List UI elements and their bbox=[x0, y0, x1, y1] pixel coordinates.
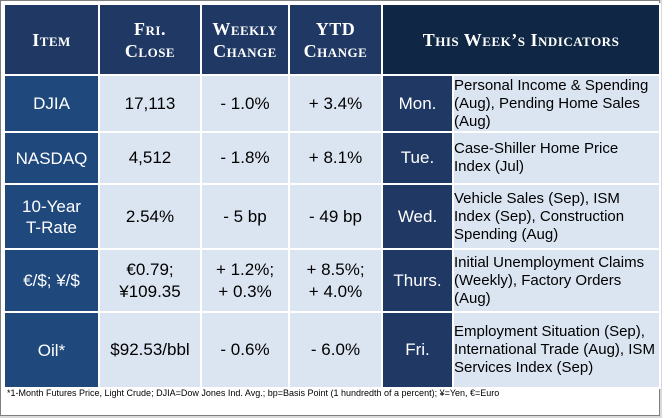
row-close: $92.53/bbl bbox=[98, 311, 202, 389]
row-close: 17,113 bbox=[98, 74, 202, 133]
row-item: €/$; ¥/$ bbox=[3, 248, 100, 313]
row-ytd: + 8.5%; + 4.0% bbox=[288, 248, 383, 313]
row-indicators: Vehicle Sales (Sep), ISM Index (Sep), Co… bbox=[451, 183, 662, 250]
row-weekly: - 0.6% bbox=[200, 311, 290, 389]
row-weekly: - 5 bp bbox=[200, 183, 290, 250]
header-ytd-change: YTD Change bbox=[288, 3, 383, 76]
row-close: 4,512 bbox=[98, 131, 202, 185]
header-indicators: This Week’s Indicators bbox=[380, 3, 662, 76]
row-weekly: - 1.8% bbox=[200, 131, 290, 185]
footnote: *1-Month Futures Price, Light Crude; DJI… bbox=[7, 388, 500, 398]
row-day: Tue. bbox=[381, 131, 454, 185]
row-ytd: - 49 bp bbox=[288, 183, 383, 250]
row-day: Mon. bbox=[381, 74, 454, 133]
row-indicators: Case-Shiller Home Price Index (Jul) bbox=[451, 131, 662, 185]
row-indicators: Initial Unemployment Claims (Weekly), Fa… bbox=[451, 248, 662, 313]
row-item: NASDAQ bbox=[3, 131, 100, 185]
header-item: Item bbox=[3, 3, 100, 76]
row-indicators: Personal Income & Spending (Aug), Pendin… bbox=[451, 74, 662, 133]
row-day: Wed. bbox=[381, 183, 454, 250]
table-row: DJIA 17,113 - 1.0% + 3.4% Mon. Personal … bbox=[3, 74, 662, 133]
row-close: 2.54% bbox=[98, 183, 202, 250]
row-item: DJIA bbox=[3, 74, 100, 133]
row-ytd: + 8.1% bbox=[288, 131, 383, 185]
header-weekly-change: Weekly Change bbox=[200, 3, 290, 76]
row-indicators: Employment Situation (Sep), Internationa… bbox=[451, 311, 662, 389]
row-ytd: - 6.0% bbox=[288, 311, 383, 389]
market-table: Item Fri. Close Weekly Change YTD Change Th… bbox=[3, 3, 662, 389]
row-item: Oil* bbox=[3, 311, 100, 389]
table-row: NASDAQ 4,512 - 1.8% + 8.1% Tue. Case-Shi… bbox=[3, 131, 662, 185]
row-item: 10-Year T-Rate bbox=[3, 183, 100, 250]
table-row: Oil* $92.53/bbl - 0.6% - 6.0% Fri. Emplo… bbox=[3, 311, 662, 389]
header-row: Item Fri. Close Weekly Change YTD Change Th… bbox=[3, 3, 662, 76]
header-fri-close: Fri. Close bbox=[98, 3, 202, 76]
row-ytd: + 3.4% bbox=[288, 74, 383, 133]
table-row: 10-Year T-Rate 2.54% - 5 bp - 49 bp Wed. … bbox=[3, 183, 662, 250]
table-row: €/$; ¥/$ €0.79; ¥109.35 + 1.2%; + 0.3% + 8… bbox=[3, 248, 662, 313]
row-day: Fri. bbox=[381, 311, 454, 389]
row-day: Thurs. bbox=[381, 248, 454, 313]
row-weekly: + 1.2%; + 0.3% bbox=[200, 248, 290, 313]
row-weekly: - 1.0% bbox=[200, 74, 290, 133]
row-close: €0.79; ¥109.35 bbox=[98, 248, 202, 313]
